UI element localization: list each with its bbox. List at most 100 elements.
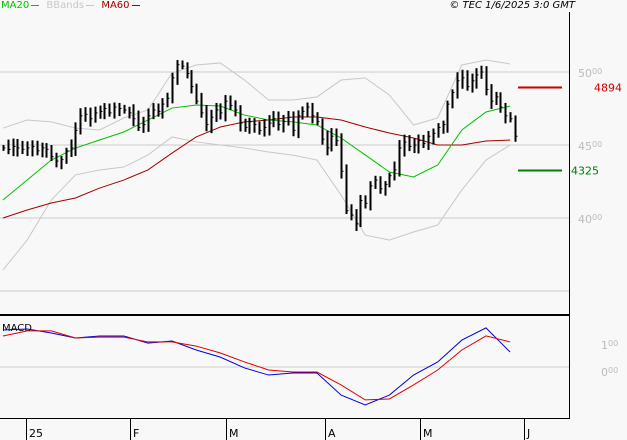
price-bar [253,118,257,133]
macd-line [2,327,511,406]
price-bar [345,164,349,215]
price-bar [374,175,378,189]
price-bar [108,103,112,117]
price-bar [263,119,267,137]
price-bar [403,134,407,157]
price-bar [422,134,426,149]
price-bar [340,133,344,179]
level-label-4325: 4325 [571,165,599,178]
price-bar [89,107,93,127]
price-bar [142,116,146,133]
legend-ma20-swatch [31,4,40,6]
price-bar [195,83,199,105]
legend-ma60-label: MA60 [101,0,130,11]
price-bar [466,70,470,91]
price-tick-label: 5000 [578,67,602,80]
price-bar [181,60,185,70]
legend-ma20-label: MA20 [1,0,30,11]
price-bar [369,181,373,211]
price-bar [258,121,262,135]
price-bar [388,172,392,188]
price-bar [379,176,383,194]
price-bar [234,100,238,117]
price-bar [311,102,315,124]
chart-legend: MA20 BBands MA60 [1,0,144,14]
price-bar [176,60,180,85]
price-bar [2,145,6,151]
macd-title: MACD [2,323,32,334]
price-bar [65,147,69,164]
price-bar [128,106,132,119]
price-bar [60,156,64,170]
price-bar [12,138,16,157]
price-bar [330,128,334,152]
price-bar [7,139,11,155]
price-bar [94,106,98,123]
legend-ma60: MA60 [101,0,143,12]
price-bar [123,104,127,114]
price-bar [219,103,223,120]
ma20-line [2,104,511,201]
price-bar [292,111,296,137]
x-tick-label: M [229,427,239,440]
price-bar [152,103,156,120]
price-bar [306,102,310,118]
copyright-text: © TEC 1/6/2025 3:0 GMT [449,0,575,11]
price-bar [504,102,508,124]
price-bar [277,111,281,131]
price-bar [272,111,276,128]
price-bar [335,128,339,147]
price-bar [514,115,518,142]
price-tick-label: 4500 [578,140,602,153]
price-bar [171,72,175,104]
price-bar [432,128,436,145]
price-bar [224,95,228,122]
price-bar [248,117,252,134]
macd-tick-label: 000 [601,366,618,379]
price-bar [79,108,83,135]
price-bar [118,102,122,117]
price-bar [398,140,402,177]
price-bar [490,84,494,109]
price-bar [316,112,320,126]
price-bar [26,141,30,156]
legend-bbands-label: BBands [46,0,85,11]
price-bar [161,98,165,119]
price-bar [456,72,460,99]
price-bar [268,115,272,136]
price-bar [45,143,49,158]
price-bar [499,92,503,113]
level-label-4894: 4894 [594,81,622,94]
price-bar [31,140,35,157]
price-bar [36,140,40,156]
price-bar [287,110,291,126]
price-bar [485,66,489,96]
x-tick-label: 25 [29,427,43,440]
price-bar [244,118,248,132]
price-bar [446,100,450,133]
price-bar [413,138,417,154]
price-bar [210,109,214,134]
price-bar [359,194,363,228]
legend-ma20: MA20 [1,0,43,12]
price-bar [166,92,170,108]
price-bar [364,195,368,209]
bband-upper-line [2,59,511,131]
price-bar [157,103,161,117]
price-bar [239,105,243,132]
x-tick-label: J [526,427,530,440]
price-bar [229,95,233,111]
price-bar [84,107,88,122]
macd-tick-label: 100 [601,339,618,352]
x-tick-label: F [133,427,139,440]
legend-bbands: BBands [46,0,98,12]
price-bar [301,106,305,120]
price-bar [321,118,325,145]
price-bar [393,161,397,181]
price-bar [190,70,194,94]
price-bar [350,204,354,221]
price-bar [41,142,45,158]
price-bar [475,68,479,89]
price-bar [509,112,513,123]
price-bar [74,122,78,156]
